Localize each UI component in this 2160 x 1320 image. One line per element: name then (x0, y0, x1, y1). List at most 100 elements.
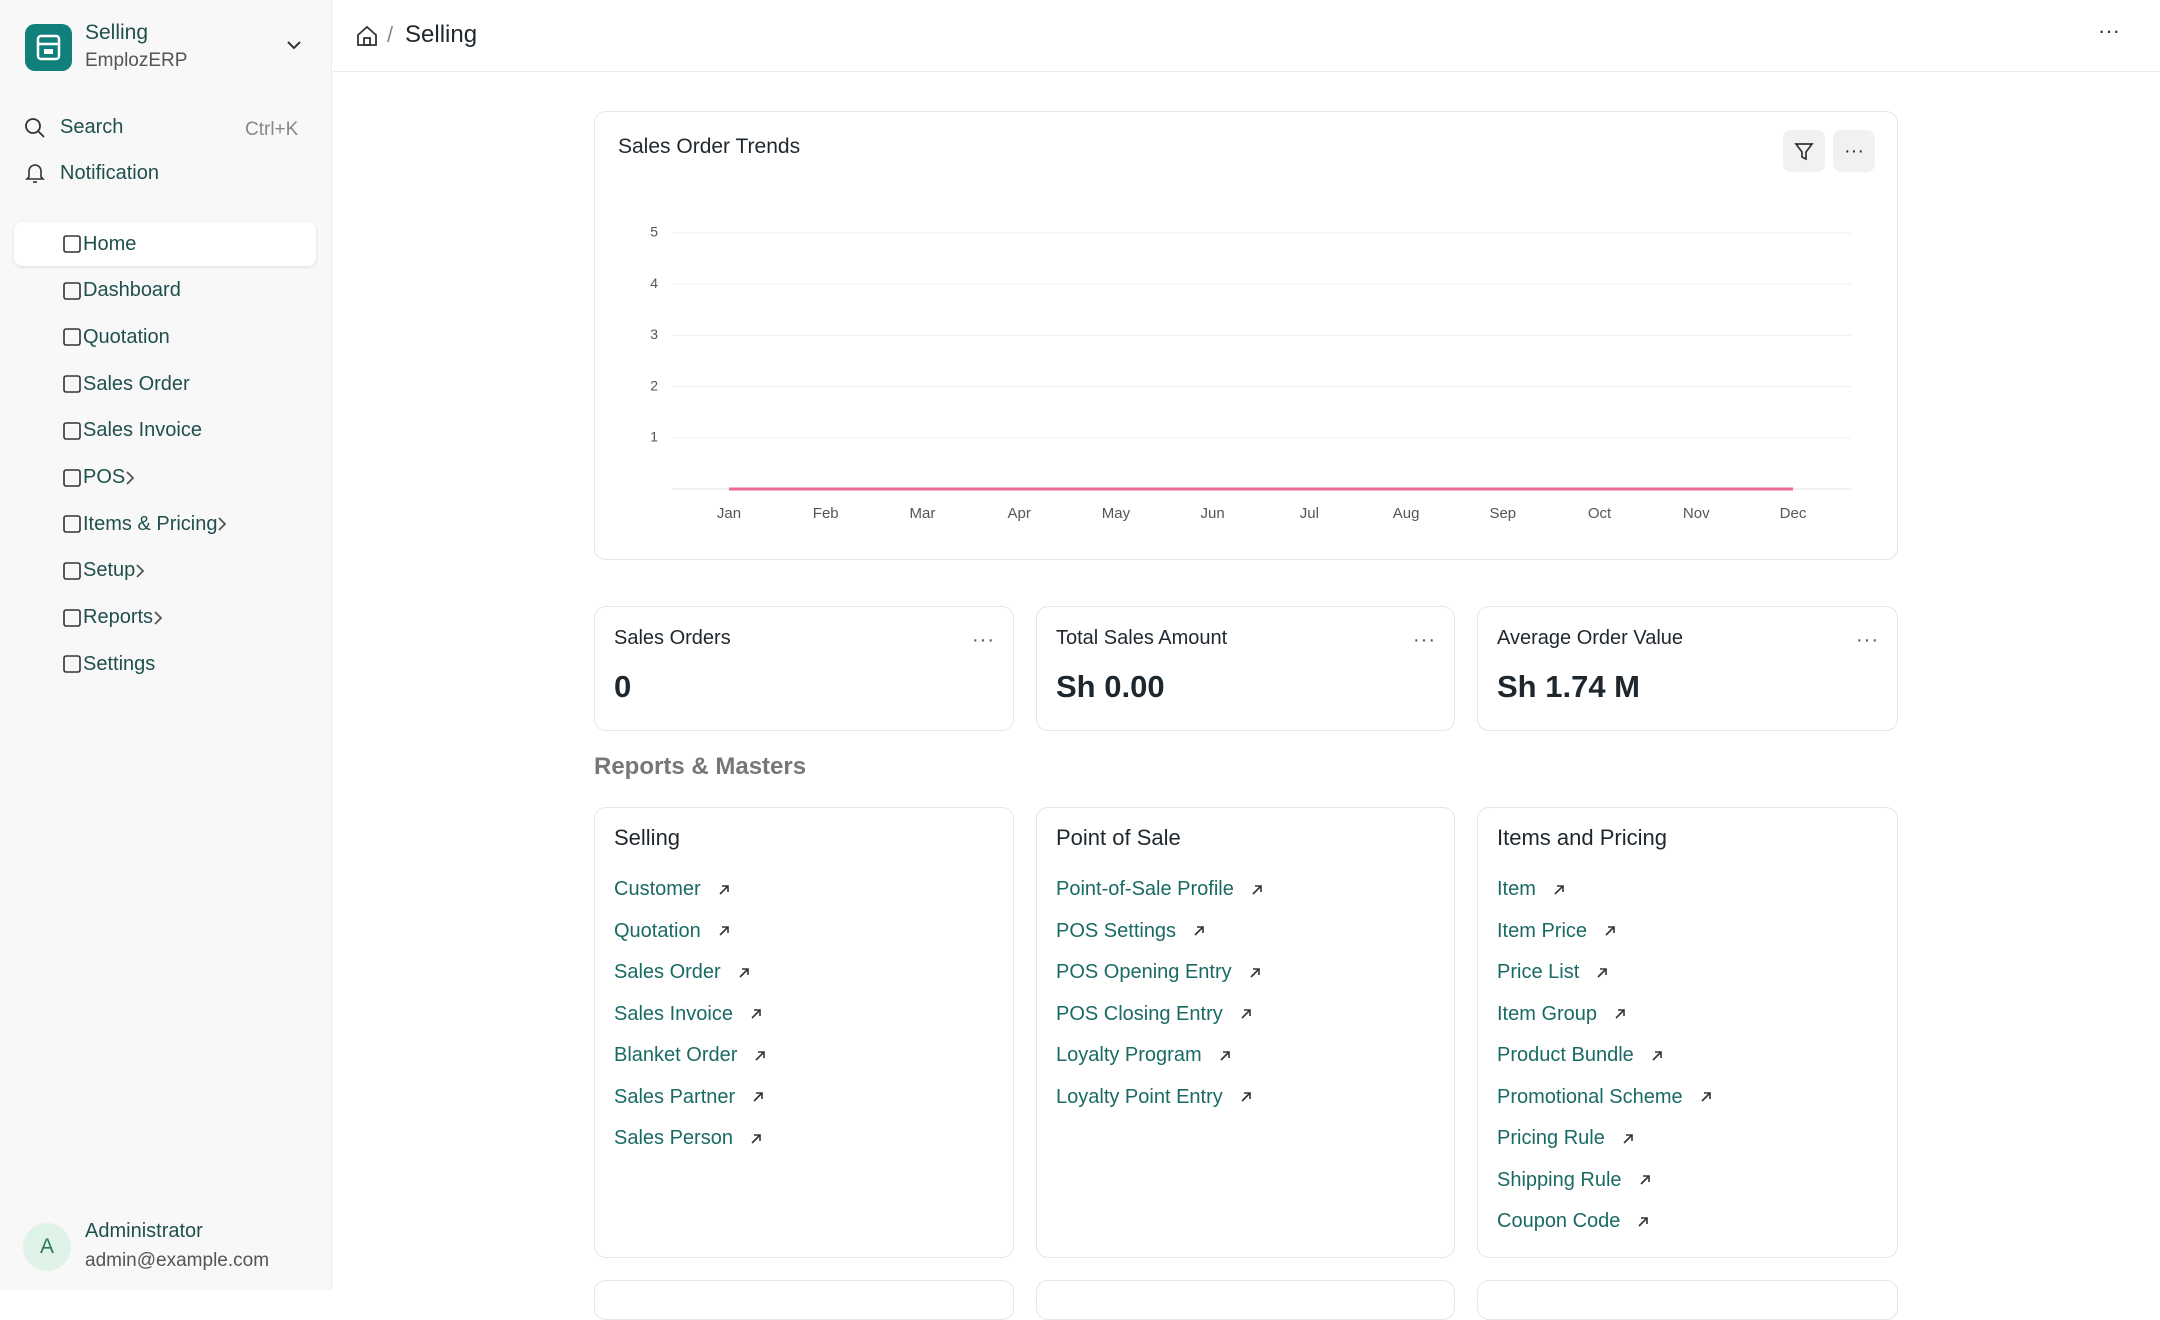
report-link[interactable]: Loyalty Program (1056, 1044, 1232, 1067)
nav-icon (63, 562, 81, 580)
sidebar: Selling EmplozERP Search Ctrl+K Notifica… (0, 0, 332, 1290)
report-link[interactable]: Quotation (614, 920, 731, 943)
arrow-path (1639, 1175, 1650, 1185)
stat-menu[interactable]: ··· (972, 629, 995, 651)
nav-item[interactable]: Sales Order (14, 362, 316, 406)
nav-label: Sales Order (83, 372, 190, 395)
link-label: Shipping Rule (1497, 1168, 1622, 1191)
external-link-icon (1638, 1216, 1649, 1227)
chart-title: Sales Order Trends (618, 135, 801, 158)
breadcrumb-current[interactable]: Selling (405, 21, 478, 48)
notification[interactable]: Notification (60, 162, 159, 184)
nav-label: POS (83, 466, 126, 488)
chart-card: Sales Order Trends ··· 1 2 3 4 5 Jan Feb Mar Apr… (594, 111, 1898, 560)
nav-item[interactable]: POS (14, 456, 316, 500)
nav-item[interactable]: Settings (14, 642, 316, 686)
arrow-path (1241, 1009, 1251, 1019)
filter-button[interactable] (1783, 130, 1825, 172)
arrow-path (1652, 1050, 1662, 1061)
external-link-icon (753, 1092, 763, 1102)
report-link[interactable]: Price List (1497, 961, 1609, 984)
stat-card: Sales Orders 0 ··· (594, 606, 1014, 731)
report-link[interactable]: Item Group (1497, 1003, 1627, 1026)
link-label: Sales Partner (614, 1085, 736, 1108)
nav-label: Settings (83, 652, 156, 675)
filter-icon (1794, 143, 1814, 161)
nav-icon-shape (63, 421, 81, 440)
arrow-path (1220, 1050, 1230, 1061)
report-card-next (1036, 1280, 1455, 1320)
link-label: Customer (614, 878, 701, 900)
report-link[interactable]: Sales Person (614, 1127, 763, 1150)
stat-card: Average Order Value Sh 1.74 M ··· (1477, 606, 1898, 731)
page-menu[interactable]: ··· (2098, 18, 2120, 43)
link-label: POS Closing Entry (1056, 1002, 1223, 1025)
report-link[interactable]: Shipping Rule (1497, 1169, 1652, 1192)
nav-item[interactable]: Setup (14, 549, 316, 593)
report-link[interactable]: Customer (614, 878, 731, 901)
report-link[interactable]: Point-of-Sale Profile (1056, 878, 1264, 901)
report-link[interactable]: Sales Order (614, 961, 751, 984)
report-link[interactable]: Loyalty Point Entry (1056, 1086, 1253, 1109)
search-shortcut: Ctrl+K (245, 119, 299, 140)
nav-item[interactable]: Quotation (14, 315, 316, 359)
nav-icon (63, 281, 81, 300)
report-link[interactable]: Item (1497, 878, 1566, 901)
nav-item[interactable]: Items & Pricing (14, 502, 316, 546)
nav-chevron (126, 470, 135, 485)
report-link[interactable]: POS Settings (1056, 920, 1206, 943)
home-icon[interactable] (355, 24, 379, 48)
nav-item[interactable]: Sales Invoice (14, 409, 316, 453)
app-title[interactable]: Selling (85, 21, 149, 44)
chevron-path (136, 564, 145, 578)
nav-icon-shape (63, 468, 81, 487)
external-link-icon (1623, 1133, 1633, 1144)
report-link[interactable]: Coupon Code (1497, 1210, 1650, 1233)
report-link[interactable]: Item Price (1497, 920, 1617, 943)
report-card-next (1477, 1280, 1898, 1320)
report-card: Selling Customer Quotation Sales Order Sales… (594, 807, 1014, 1258)
nav-chevron (136, 564, 145, 578)
external-link-icon (755, 1050, 766, 1061)
report-link[interactable]: Pricing Rule (1497, 1127, 1635, 1150)
x-tick-label: Jan (717, 505, 741, 522)
external-link-icon (1652, 1050, 1662, 1061)
user-email: admin@example.com (85, 1250, 270, 1271)
link-label: Promotional Scheme (1497, 1085, 1683, 1108)
logo-icon (36, 34, 61, 61)
stat-value: Sh 0.00 (1056, 669, 1165, 704)
external-link-icon (1220, 1050, 1230, 1061)
report-link[interactable]: Product Bundle (1497, 1044, 1664, 1067)
nav-item[interactable]: Reports (14, 596, 316, 640)
stat-menu[interactable]: ··· (1856, 629, 1879, 651)
user-avatar[interactable]: A (23, 1223, 71, 1271)
report-link[interactable]: POS Opening Entry (1056, 961, 1262, 984)
stat-title: Average Order Value (1497, 627, 1684, 649)
nav-icon (63, 468, 81, 487)
app-switcher-chevron[interactable] (286, 40, 302, 50)
nav-icon-shape (63, 328, 81, 347)
stat-title: Total Sales Amount (1056, 627, 1228, 649)
nav-item[interactable]: Dashboard (14, 269, 316, 313)
external-link-icon (1597, 967, 1608, 978)
x-tick-label: May (1102, 505, 1131, 522)
y-tick-label: 3 (650, 326, 658, 342)
report-link[interactable]: Sales Invoice (614, 1003, 763, 1026)
report-link[interactable]: Blanket Order (614, 1044, 767, 1067)
nav-icon-shape (63, 281, 81, 300)
report-link[interactable]: POS Closing Entry (1056, 1003, 1253, 1026)
arrow-path (1623, 1133, 1633, 1144)
chart-menu[interactable]: ··· (1833, 130, 1875, 172)
report-link[interactable]: Promotional Scheme (1497, 1086, 1713, 1109)
app-logo[interactable] (25, 24, 72, 71)
search[interactable]: Search (60, 116, 124, 138)
nav-item[interactable]: Home (14, 222, 316, 266)
arrow-path (1638, 1216, 1649, 1227)
chevron-path (218, 517, 227, 531)
arrow-path (755, 1050, 766, 1061)
nav-icon-shape (63, 608, 81, 627)
stat-menu[interactable]: ··· (1413, 629, 1436, 651)
y-tick-label: 1 (650, 429, 658, 445)
report-link[interactable]: Sales Partner (614, 1086, 765, 1109)
external-link-icon (1615, 1009, 1625, 1019)
